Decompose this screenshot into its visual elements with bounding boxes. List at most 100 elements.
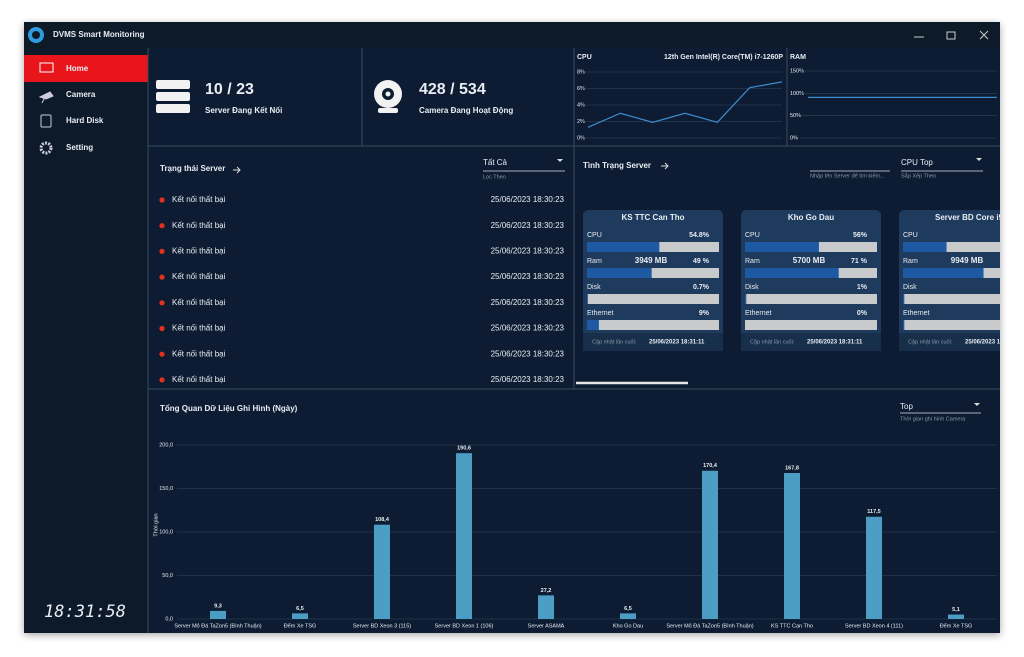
dropdown[interactable]: Tất Cả xyxy=(483,158,508,167)
metric-name: Ram xyxy=(745,258,760,265)
updated-time: 25/06/2023 18:31:11 xyxy=(649,340,705,346)
x-tick-label: KS TTC Can Tho xyxy=(771,623,813,629)
bar-label: 167,8 xyxy=(785,465,799,471)
x-tick-label: Server ASAMA xyxy=(528,623,565,629)
dropdown-label: Sắp Xếp Theo xyxy=(901,172,936,179)
y-tick-label: 200,0 xyxy=(159,442,173,448)
metric-value: 0% xyxy=(857,310,868,317)
menu-item[interactable]: Hard Disk xyxy=(66,116,104,125)
status-time: 25/06/2023 18:30:23 xyxy=(491,272,565,281)
y-tick-label: 0% xyxy=(790,135,798,141)
x-tick-label: Server BD Xeon 4 (111) xyxy=(845,623,903,629)
window-title: DVMS Smart Monitoring xyxy=(53,30,145,39)
status-text: Kết nối thất bại xyxy=(172,195,226,204)
bar xyxy=(866,516,882,619)
status-text: Kết nối thất bại xyxy=(172,221,226,230)
menu-item[interactable]: Setting xyxy=(66,143,93,152)
ram-used: 5700 MB xyxy=(793,256,826,265)
metric-name: Disk xyxy=(587,284,601,291)
bar xyxy=(620,613,636,619)
arrow-icon[interactable] xyxy=(661,162,669,170)
metric-name: Ethernet xyxy=(903,310,930,317)
metric-bar xyxy=(587,268,652,278)
status-time: 25/06/2023 18:30:23 xyxy=(491,195,565,204)
metric-track xyxy=(745,320,877,330)
bar-label: 108,4 xyxy=(375,517,390,523)
metric-track xyxy=(903,242,1000,252)
metric-bar xyxy=(587,294,588,304)
home-icon xyxy=(39,62,54,73)
status-time: 25/06/2023 18:30:23 xyxy=(491,298,565,307)
metric-bar xyxy=(587,320,599,330)
bar xyxy=(210,610,226,619)
status-dot xyxy=(159,197,165,203)
cards: KS TTC Can Tho CPU 54.8% Ram 49 % Disk 0.7% Eth… xyxy=(583,210,1021,351)
menu-item[interactable]: Home xyxy=(66,64,89,73)
caret xyxy=(974,403,980,406)
card-name: Kho Go Dau xyxy=(788,213,834,222)
status-text: Kết nối thất bại xyxy=(172,375,226,384)
sidebar xyxy=(24,48,148,633)
status-dot xyxy=(159,223,165,229)
bar xyxy=(456,453,472,619)
status-time: 25/06/2023 18:30:23 xyxy=(491,375,565,384)
y-tick-label: 4% xyxy=(577,102,585,108)
metric-bar xyxy=(745,268,839,278)
bar-label: 27,2 xyxy=(541,588,552,594)
metric-name: Ethernet xyxy=(745,310,772,317)
y-axis-label: Thời gian xyxy=(153,513,159,536)
metric-track xyxy=(587,320,719,330)
webcam-icon xyxy=(374,80,402,113)
panel-title: Tình Trạng Server xyxy=(583,161,651,170)
metric-value: 71 % xyxy=(851,258,868,265)
updated-time: 25/06/2023 18:31:11 xyxy=(807,340,863,346)
ram-used: 9949 MB xyxy=(951,256,984,265)
y-tick-label: 100,0 xyxy=(159,529,173,535)
status-dot xyxy=(159,274,165,280)
card-footer xyxy=(741,333,881,351)
dropdown[interactable]: Top xyxy=(900,402,913,411)
metric-name: CPU xyxy=(903,232,918,239)
caret xyxy=(557,159,563,162)
metric-value: 0.7% xyxy=(693,284,710,291)
restore-button[interactable] xyxy=(946,31,956,40)
metric-name: Disk xyxy=(745,284,759,291)
server-icon xyxy=(156,80,190,113)
status-dot xyxy=(159,351,165,357)
chart-title: RAM xyxy=(790,54,806,61)
logo-inner xyxy=(32,31,40,39)
updated-label: Cập nhật lần cuối: xyxy=(750,339,795,345)
status-text: Kết nối thất bại xyxy=(172,272,226,281)
setting-icon xyxy=(39,141,53,155)
chart-subtitle: 12th Gen Intel(R) Core(TM) i7-1260P xyxy=(664,54,783,61)
metric-track xyxy=(587,268,719,278)
updated-time: 25/06/2023 18:31:11 xyxy=(965,340,1021,346)
close-button[interactable] xyxy=(979,30,989,40)
caret xyxy=(976,158,982,161)
metric-name: Ram xyxy=(903,258,918,265)
chart-title: CPU xyxy=(577,54,592,61)
bar-label: 190,6 xyxy=(457,446,471,452)
y-tick-label: 6% xyxy=(577,86,585,92)
arrow-icon[interactable] xyxy=(233,166,241,174)
dropdown[interactable]: CPU Top xyxy=(901,158,933,167)
search-placeholder: Nhập tên Server để tìm kiếm... xyxy=(810,172,885,179)
bar-label: 170,4 xyxy=(703,463,718,469)
panel-title: Trạng thái Server xyxy=(160,164,225,173)
metric-value: 9% xyxy=(699,310,710,317)
status-time: 25/06/2023 18:30:23 xyxy=(491,221,565,230)
status-text: Kết nối thất bại xyxy=(172,324,226,333)
metric-bar xyxy=(903,294,905,304)
y-tick-label: 0% xyxy=(577,135,585,141)
menu-item[interactable]: Camera xyxy=(66,90,96,99)
x-tick-label: Server BD Xeon 3 (115) xyxy=(353,623,411,629)
status-text: Kết nối thất bại xyxy=(172,247,226,256)
x-tick-label: Đếm Xe TSG xyxy=(284,623,317,629)
x-tick-label: Server Mỏ Đá TaZon5 (Bình Thuận) xyxy=(666,622,753,629)
updated-label: Cập nhật lần cuối: xyxy=(908,339,953,345)
y-tick-label: 100% xyxy=(790,91,804,97)
status-time: 25/06/2023 18:30:23 xyxy=(491,349,565,358)
metric-value: 54.8% xyxy=(689,232,710,239)
menu-active[interactable] xyxy=(24,55,148,82)
